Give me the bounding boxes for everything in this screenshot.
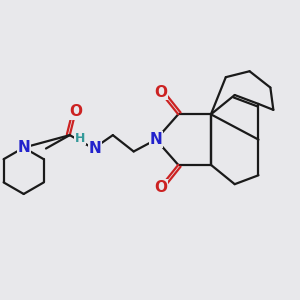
Text: H: H (75, 132, 85, 145)
Text: O: O (154, 180, 167, 195)
Text: N: N (150, 132, 162, 147)
Text: N: N (88, 141, 101, 156)
Text: O: O (69, 104, 82, 119)
Text: N: N (17, 140, 30, 155)
Text: O: O (154, 85, 167, 100)
